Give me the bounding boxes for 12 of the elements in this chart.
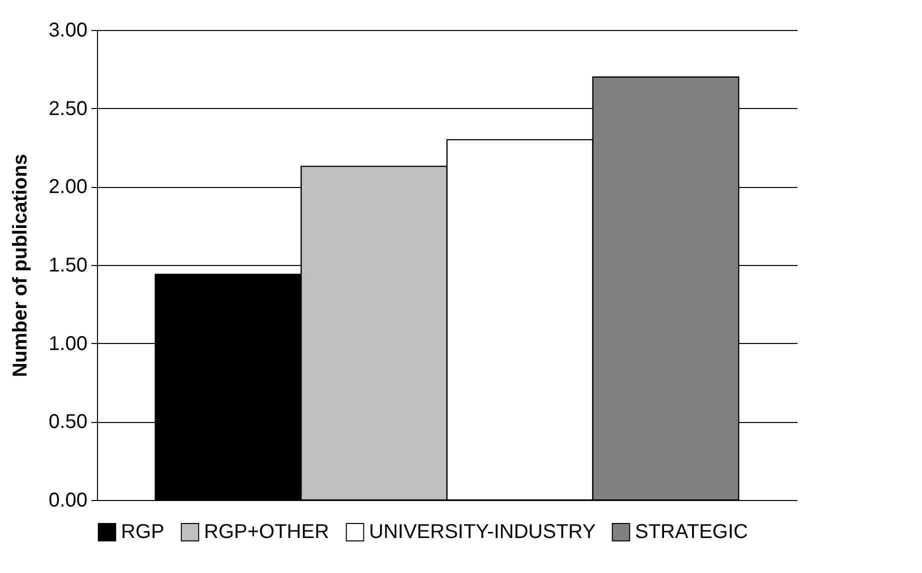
- y-tick-label: 1.00: [48, 332, 88, 355]
- y-tick-label: 0.50: [48, 411, 88, 434]
- legend-label: RGP: [121, 521, 164, 544]
- y-tick-label: 2.50: [48, 98, 88, 120]
- y-tick-label: 0.00: [48, 490, 88, 512]
- y-tick-label: 2.00: [48, 176, 88, 198]
- legend-label: STRATEGIC: [635, 521, 748, 544]
- y-axis-title: Number of publications: [10, 154, 32, 378]
- legend-label: UNIVERSITY-INDUSTRY: [369, 521, 596, 544]
- y-tick-label: 1.50: [48, 254, 88, 276]
- legend-label: RGP+OTHER: [204, 521, 330, 544]
- y-tick-label: 3.00: [48, 20, 88, 42]
